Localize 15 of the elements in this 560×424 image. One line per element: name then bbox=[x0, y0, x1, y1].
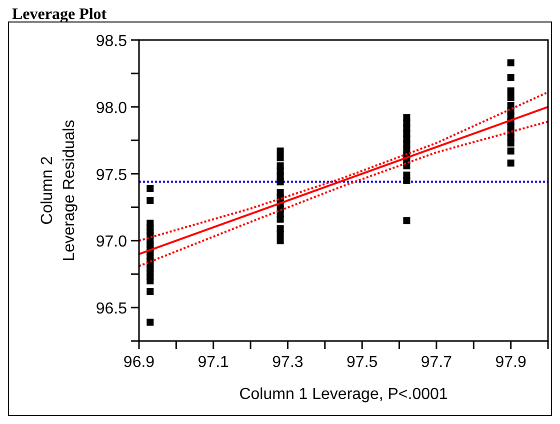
x-tick-label: 97.9 bbox=[495, 354, 526, 371]
line-series bbox=[138, 120, 549, 268]
x-axis-title: Column 1 Leverage, P<.0001 bbox=[239, 386, 448, 403]
y-tick-label: 98.5 bbox=[96, 33, 128, 50]
x-tick-label: 97.7 bbox=[420, 354, 452, 371]
y-tick-label: 98.0 bbox=[96, 100, 128, 117]
y-tick-label: 97.5 bbox=[96, 166, 128, 184]
x-tick-label: 97.5 bbox=[346, 354, 378, 371]
x-tick-label: 96.9 bbox=[123, 354, 155, 371]
y-axis-title: Column 2 Leverage Residuals bbox=[39, 120, 78, 262]
y-tick-label: 97.0 bbox=[96, 234, 128, 251]
x-tick-label: 97.1 bbox=[198, 354, 230, 371]
x-tick-label: 97.3 bbox=[272, 354, 304, 371]
chart-title: Leverage Plot bbox=[12, 6, 108, 23]
y-tick-label: 96.5 bbox=[96, 300, 128, 318]
